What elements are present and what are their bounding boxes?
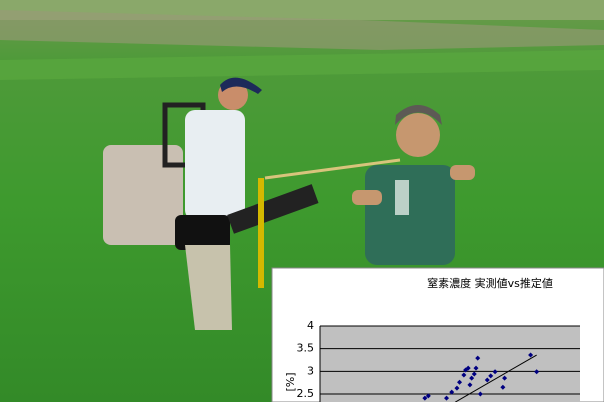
y-tick-label: 4	[307, 319, 314, 332]
screen: 窒素濃度 実測値vs推定値 [%] 4 3.5 3 2.5	[0, 0, 604, 402]
y-tick-label: 3.5	[297, 342, 315, 355]
chart-title: 窒素濃度 実測値vs推定値	[427, 276, 553, 290]
plot-area	[320, 326, 580, 402]
inset-chart: 窒素濃度 実測値vs推定値 [%] 4 3.5 3 2.5	[272, 268, 604, 402]
y-tick-label: 2.5	[297, 387, 315, 400]
y-axis-label: [%]	[284, 372, 297, 391]
y-tick-label: 3	[307, 364, 314, 377]
